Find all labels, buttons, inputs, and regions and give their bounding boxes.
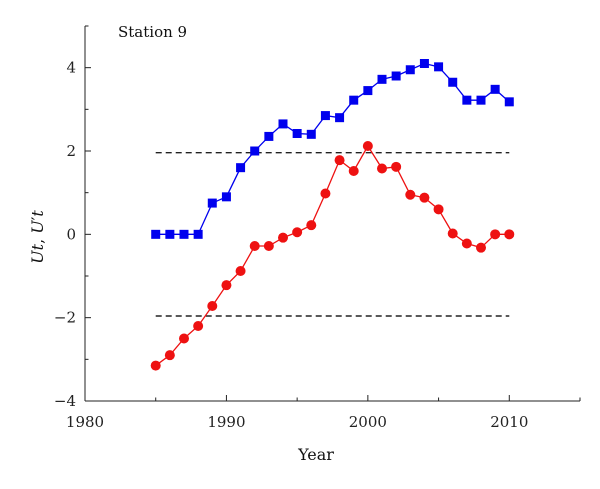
data-point-circle — [447, 228, 458, 239]
data-point-circle — [348, 166, 359, 176]
data-point-circle — [249, 241, 260, 251]
data-point-circle — [235, 266, 246, 276]
data-point-circle — [490, 229, 501, 240]
data-point-circle — [377, 163, 387, 174]
x-tick-label: 1990 — [207, 413, 245, 431]
data-point-square — [179, 229, 189, 239]
data-point-circle — [476, 242, 486, 253]
data-point-square — [462, 95, 472, 105]
data-point-square — [504, 97, 514, 107]
data-point-square — [264, 131, 274, 141]
data-point-circle — [207, 301, 218, 311]
data-point-square — [320, 111, 330, 121]
data-point-square — [434, 62, 444, 72]
x-tick-label: 2000 — [349, 413, 387, 431]
y-tick-label: 0 — [66, 225, 76, 243]
data-point-circle — [504, 229, 515, 240]
data-series — [150, 59, 515, 371]
chart-annotation: Station 9 — [118, 23, 187, 41]
reference-lines — [155, 151, 510, 317]
data-point-circle — [164, 350, 175, 361]
y-tick-label: 4 — [66, 59, 76, 77]
data-point-circle — [391, 161, 402, 172]
data-point-circle — [405, 189, 416, 200]
plot-axes — [84, 25, 581, 402]
data-point-square — [363, 86, 373, 96]
data-point-square — [335, 113, 345, 123]
data-point-square — [250, 146, 260, 156]
data-point-square — [391, 71, 401, 81]
data-point-circle — [278, 232, 288, 243]
data-point-square — [405, 65, 415, 75]
data-point-circle — [193, 321, 204, 331]
axis-labels: −4 −2 0 2 4 1980 1990 2000 2010 — [54, 59, 529, 431]
data-point-circle — [306, 220, 317, 231]
data-point-circle — [334, 155, 345, 166]
data-point-square — [165, 229, 175, 239]
data-point-circle — [263, 241, 274, 251]
data-point-circle — [362, 141, 373, 151]
y-axis-title: Ut, U′t — [28, 210, 47, 264]
data-point-circle — [320, 188, 331, 199]
data-point-square — [476, 95, 486, 105]
data-point-square — [193, 229, 203, 239]
data-point-square — [349, 95, 359, 105]
data-point-circle — [179, 333, 189, 344]
x-axis-title: Year — [297, 445, 334, 464]
data-point-square — [448, 77, 458, 87]
series-line-1 — [155, 144, 510, 367]
data-point-square — [236, 163, 246, 173]
data-point-square — [221, 192, 231, 202]
data-point-circle — [433, 204, 444, 215]
y-tick-label: −2 — [54, 309, 76, 327]
y-tick-label: 2 — [66, 142, 76, 160]
data-point-circle — [292, 227, 303, 238]
data-point-square — [490, 84, 500, 94]
data-point-square — [306, 129, 316, 139]
data-point-square — [419, 59, 429, 68]
data-point-square — [377, 74, 387, 84]
data-point-circle — [150, 360, 161, 371]
data-point-square — [292, 129, 302, 138]
data-point-circle — [221, 280, 232, 291]
y-tick-label: −4 — [54, 392, 76, 410]
series-line-0 — [155, 62, 510, 235]
x-tick-label: 2010 — [490, 413, 528, 431]
data-point-circle — [419, 192, 430, 203]
x-tick-label: 1980 — [66, 413, 104, 431]
data-point-square — [207, 198, 217, 208]
data-point-square — [278, 119, 288, 129]
data-point-circle — [461, 238, 472, 249]
data-point-square — [151, 229, 161, 239]
